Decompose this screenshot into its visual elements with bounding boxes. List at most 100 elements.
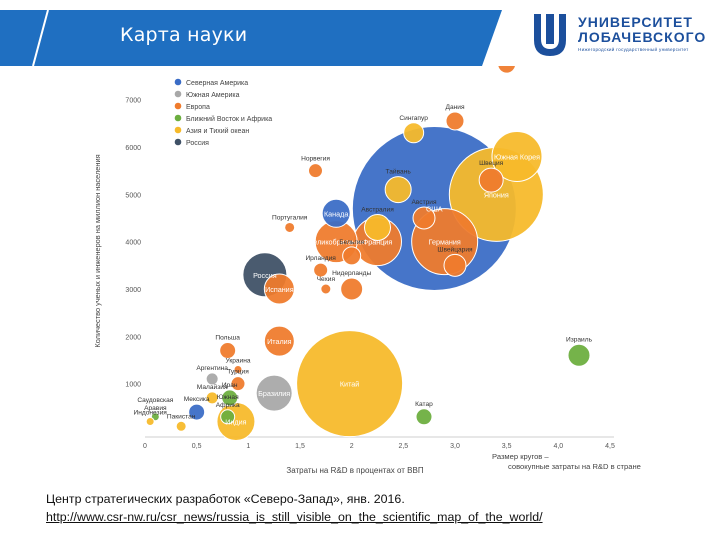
bubble-label: Саудовская Аравия xyxy=(137,397,173,412)
bubble-label: Турция xyxy=(227,369,249,376)
legend-marker xyxy=(174,102,182,110)
bubble-label: Пакистан xyxy=(167,413,196,420)
bubble-label: Испания xyxy=(265,285,294,294)
bubble-label: Дания xyxy=(445,104,464,111)
bubble-label: Украина xyxy=(225,357,250,364)
bubble xyxy=(445,111,465,131)
bubble xyxy=(175,420,187,432)
bubble-label: Индия xyxy=(225,418,246,427)
header: Карта науки УНИВЕРСИТЕТ ЛОБАЧЕВСКОГО Ниж… xyxy=(0,0,720,66)
bubble xyxy=(497,66,516,74)
x-tick-label: 0 xyxy=(143,443,147,450)
bubble xyxy=(296,330,404,438)
bubble-label: Мексика xyxy=(184,396,210,403)
bubble xyxy=(567,343,591,367)
bubble xyxy=(233,364,243,374)
legend-marker xyxy=(174,78,182,86)
bubble-label: Швеция xyxy=(479,160,504,167)
university-emblem-icon xyxy=(534,14,566,56)
bubble xyxy=(205,372,219,386)
y-axis-label: Количество ученых и инженеров на миллион… xyxy=(93,154,102,347)
y-tick-label: 6000 xyxy=(125,145,141,152)
bubble-label: Иран xyxy=(222,382,238,389)
bubble-label: Великобритания xyxy=(309,238,364,247)
bubble xyxy=(491,130,543,182)
source-link[interactable]: http://www.csr-nw.ru/csr_news/russia_is_… xyxy=(46,510,543,524)
bubble xyxy=(313,262,329,278)
bubble-label: Австрия xyxy=(411,199,436,206)
bubble xyxy=(219,342,237,360)
bubble-label: Бельгия xyxy=(339,239,364,246)
legend-label: Азия и Тихий океан xyxy=(186,127,249,135)
bubble-label: Тайвань xyxy=(386,168,412,176)
university-subtitle: Нижегородский государственный университе… xyxy=(578,47,689,52)
bubble-label: Ирландия xyxy=(305,255,336,262)
bubble-label: Нидерланды xyxy=(332,270,371,277)
legend-marker xyxy=(174,126,182,134)
bubble xyxy=(230,376,246,392)
bubble-label: Израиль xyxy=(566,336,593,343)
bubble-label: Италия xyxy=(267,337,292,346)
bubble xyxy=(320,283,332,295)
x-tick-label: 2,5 xyxy=(398,443,408,450)
y-tick-label: 5000 xyxy=(125,192,141,199)
header-band xyxy=(0,9,502,66)
bubble xyxy=(263,325,295,357)
x-tick-label: 1 xyxy=(246,443,250,450)
bubble xyxy=(284,221,296,233)
size-legend: Размер кругов – совокупные затраты на R&D… xyxy=(492,452,641,471)
x-tick-label: 3,5 xyxy=(502,443,512,450)
bubble xyxy=(384,176,412,204)
y-tick-label: 1000 xyxy=(125,382,141,389)
bubble xyxy=(220,409,236,425)
legend-marker xyxy=(174,90,182,98)
legend-label: Россия xyxy=(186,140,209,147)
footer: Центр стратегических разработок «Северо-… xyxy=(46,490,686,526)
bubble xyxy=(255,374,293,412)
source-text: Центр стратегических разработок «Северо-… xyxy=(46,492,405,506)
legend-marker xyxy=(174,114,182,122)
bubble-label: Австралия xyxy=(361,206,394,213)
x-tick-label: 0,5 xyxy=(192,443,202,450)
bubble-label: Германия xyxy=(429,238,461,247)
y-tick-label: 3000 xyxy=(125,287,141,294)
bubble-label: Чехия xyxy=(317,276,336,283)
bubble-label: Южная Африка xyxy=(216,394,240,409)
bubble xyxy=(263,273,295,305)
bubble-label: Франция xyxy=(363,238,393,247)
bubble xyxy=(188,403,206,421)
university-logo: УНИВЕРСИТЕТ ЛОБАЧЕВСКОГО Нижегородский г… xyxy=(528,12,718,58)
bubble xyxy=(415,408,433,426)
bubble-label: Китай xyxy=(340,380,359,389)
y-tick-label: 4000 xyxy=(125,240,141,247)
bubble-label: Южная Корея xyxy=(494,152,540,161)
bubble-label: Португалия xyxy=(272,214,308,221)
legend-label: Северная Америка xyxy=(186,80,248,87)
bubble-label: Сингапур xyxy=(399,115,428,122)
bubble-label: Япония xyxy=(484,190,509,199)
y-tick-label: 7000 xyxy=(125,98,141,105)
bubble xyxy=(478,167,504,193)
bubble xyxy=(443,253,467,277)
x-tick-label: 1,5 xyxy=(295,443,305,450)
bubble xyxy=(364,213,391,241)
bubble xyxy=(340,277,364,301)
bubble xyxy=(145,417,155,427)
legend-marker xyxy=(174,138,182,146)
legend-label: Европа xyxy=(186,104,210,111)
bubble xyxy=(205,391,219,405)
bubble xyxy=(412,206,436,230)
bubble xyxy=(321,198,351,228)
bubble-label: Канада xyxy=(324,209,348,218)
bubble-label: Польша xyxy=(215,335,240,342)
legend-label: Ближний Восток и Африка xyxy=(186,115,272,123)
bubble xyxy=(221,389,239,407)
bubble-label: Швейцария xyxy=(437,245,473,253)
legend-label: Южная Америка xyxy=(186,92,240,99)
university-name-line2: ЛОБАЧЕВСКОГО xyxy=(578,29,707,45)
bubble xyxy=(403,122,425,144)
bubble-label: Бразилия xyxy=(258,389,290,398)
university-name-line1: УНИВЕРСИТЕТ xyxy=(578,14,693,30)
bubble xyxy=(342,246,362,266)
bubble-chart: 1000 2000 3000 4000 5000 6000 7000 0 0,5 1 1,5 2 2,5… xyxy=(93,66,641,475)
